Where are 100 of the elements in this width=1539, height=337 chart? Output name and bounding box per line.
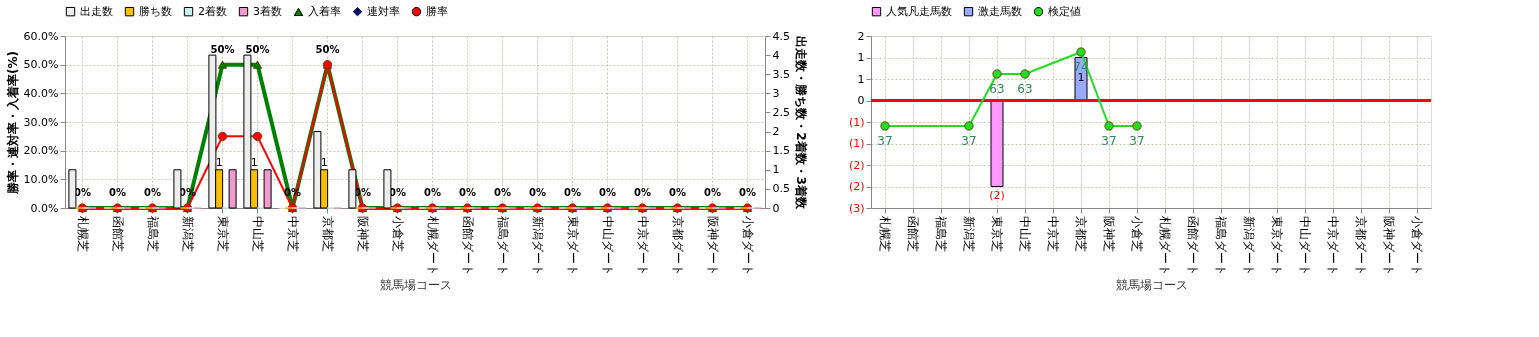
legend-label: 激走馬数 [978, 4, 1022, 18]
data-label: 0% [739, 187, 756, 198]
y-tick-label: 1 [857, 72, 865, 86]
x-tick-label: 新潟芝 [962, 215, 976, 252]
point [217, 131, 228, 141]
x-tick-label: 阪神芝 [355, 215, 370, 252]
x-tick-label: 札幌芝 [75, 215, 90, 252]
data-label: 1 [1077, 70, 1085, 84]
x-tick-label: 中山芝 [1018, 215, 1032, 252]
data-label: 0% [109, 187, 126, 198]
data-label: 1 [320, 155, 328, 169]
y-tick-label: 0 [857, 94, 865, 107]
data-label: 0% [669, 187, 686, 198]
y-tick-label: 40.0% [23, 86, 59, 100]
x-tick-label: 東京芝 [990, 215, 1004, 252]
x-tick-label: 中京ダート [635, 215, 650, 276]
data-label: 0% [529, 187, 546, 198]
y2-tick-label: 1 [772, 163, 780, 177]
x-tick-label: 函館ダート [1186, 215, 1200, 276]
x-tick-label: 阪神ダート [705, 215, 720, 276]
x-tick-label: 函館芝 [906, 215, 920, 252]
x-tick-label: 札幌ダート [425, 215, 440, 276]
legend-label: 人気凡走馬数 [886, 4, 952, 18]
x-tick-label: 函館芝 [110, 215, 125, 252]
x-tick-label: 小倉芝 [1130, 215, 1144, 252]
x-tick-label: 福島ダート [1214, 215, 1228, 276]
y2-tick-label: 3 [772, 86, 780, 100]
data-label: 0% [459, 187, 476, 198]
y-tick-label: (1) [848, 137, 865, 150]
data-label: 0% [144, 187, 161, 198]
data-label: 0% [564, 187, 581, 198]
y2-tick-label: 2.5 [772, 105, 790, 119]
data-label: 50% [315, 43, 340, 55]
y2-tick-label: 0.5 [772, 182, 790, 196]
x-axis-title: 競馬場コース [379, 277, 452, 292]
x-tick-label: 函館ダート [460, 215, 475, 276]
x-tick-label: 札幌ダート [1158, 215, 1172, 276]
data-label: 0% [704, 187, 721, 198]
x-tick-label: 中京芝 [1046, 215, 1060, 252]
y2-axis-title: 出走数・勝ち数・2着数・3着数 [793, 36, 808, 210]
y-tick-label: 50.0% [23, 58, 59, 72]
x-tick-label: 中京芝 [285, 215, 300, 252]
bar [173, 169, 182, 209]
y2-tick-label: 4.5 [772, 29, 790, 43]
x-tick-label: 京都芝 [320, 215, 335, 252]
x-tick-label: 阪神芝 [1102, 215, 1116, 252]
data-label: 37 [1129, 134, 1145, 148]
point [217, 60, 228, 69]
bar [263, 169, 272, 209]
x-tick-label: 福島ダート [495, 215, 510, 276]
legend-label: 検定値 [1048, 4, 1081, 18]
y-tick-label: (1) [848, 115, 865, 129]
data-label: 0% [284, 187, 301, 198]
x-tick-label: 東京芝 [215, 215, 230, 252]
bar [228, 169, 237, 209]
data-label: (2) [989, 188, 1005, 202]
x-tick-label: 中山ダート [600, 215, 615, 276]
data-label: 0% [634, 187, 651, 198]
y2-tick-label: 2 [772, 125, 780, 139]
data-label: 37 [1101, 134, 1117, 148]
y-tick-label: (2) [848, 158, 865, 172]
y-tick-label: 30.0% [23, 115, 59, 129]
data-label: 1 [250, 155, 258, 169]
legend-label: 入着率 [308, 4, 341, 18]
x-tick-label: 新潟芝 [180, 215, 195, 252]
x-tick-label: 阪神ダート [1382, 215, 1396, 276]
x-tick-label: 新潟ダート [1242, 215, 1256, 276]
legend-label: 勝率 [426, 4, 448, 18]
bar [68, 169, 77, 209]
y2-tick-label: 1.5 [772, 144, 790, 158]
y-tick-label: 60.0% [23, 29, 59, 43]
point [252, 131, 263, 141]
x-tick-label: 中京ダート [1326, 215, 1340, 276]
y-tick-label: (2) [848, 180, 865, 193]
legend-label: 3着数 [253, 4, 282, 18]
data-label: 0% [599, 187, 616, 198]
x-tick-label: 福島芝 [934, 215, 948, 252]
x-tick-label: 札幌芝 [878, 215, 892, 252]
y-tick-label: 20.0% [23, 144, 59, 158]
y-tick-label: 2 [857, 29, 865, 43]
x-tick-label: 京都ダート [1354, 215, 1368, 276]
x-tick-label: 京都芝 [1074, 215, 1088, 252]
x-tick-label: 新潟ダート [530, 215, 545, 276]
y-tick-label: 1 [857, 51, 865, 64]
y2-tick-label: 3.5 [772, 67, 790, 81]
x-tick-label: 小倉ダート [740, 215, 755, 276]
legend-label: 勝ち数 [139, 4, 172, 18]
x-tick-label: 東京ダート [1270, 215, 1284, 276]
data-label: 0% [494, 187, 511, 198]
x-tick-label: 小倉芝 [390, 215, 405, 252]
data-label: 50% [210, 43, 235, 55]
x-tick-label: 中山ダート [1298, 215, 1312, 276]
point [252, 60, 263, 69]
data-label: 37 [877, 134, 893, 148]
y2-tick-label: 4 [772, 48, 780, 62]
y-tick-label: 10.0% [23, 172, 59, 186]
data-label: 0% [424, 187, 441, 198]
legend-label: 出走数 [80, 4, 113, 18]
y-tick-label: (3) [848, 201, 865, 215]
x-tick-label: 京都ダート [670, 215, 685, 276]
